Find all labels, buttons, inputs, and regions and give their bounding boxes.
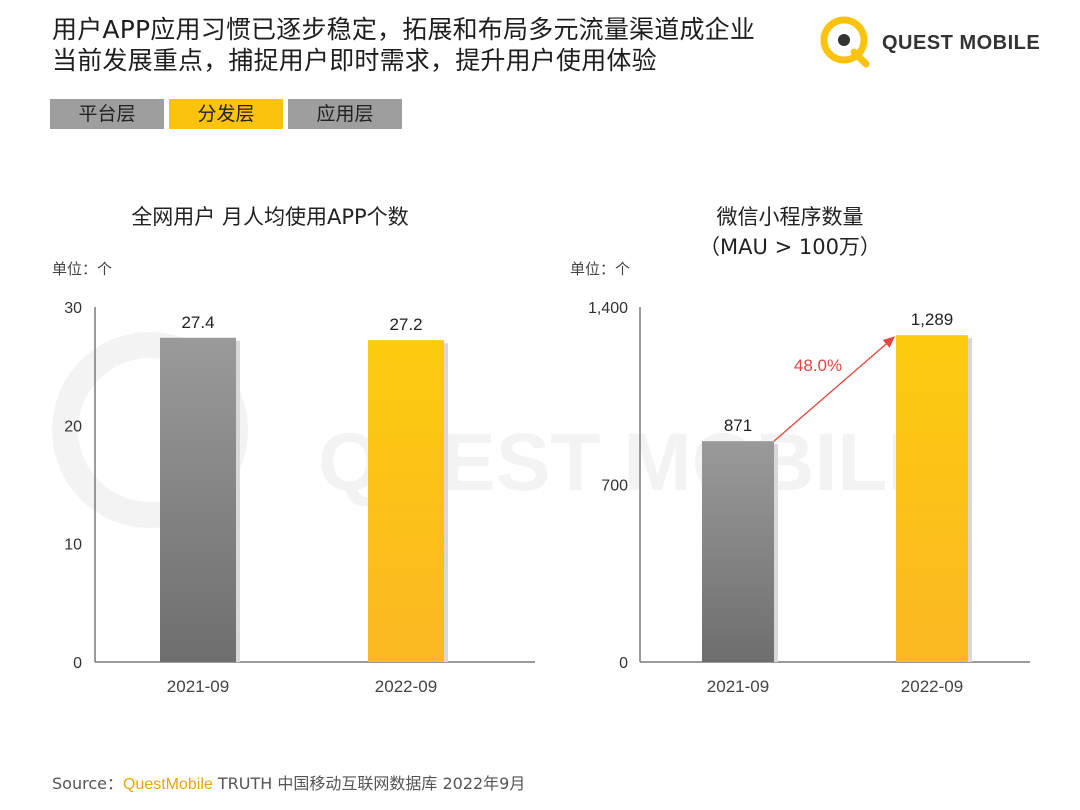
chart-2-bar-2022-09 <box>896 335 968 662</box>
chart-2-data-label: 871 <box>724 416 752 435</box>
chart-2-y-tick-label: 700 <box>601 478 628 495</box>
chart-2-y-tick-label: 1,400 <box>588 300 628 317</box>
chart-2-title-line-1: 微信小程序数量 <box>716 205 864 229</box>
chart-2-title: 微信小程序数量 （MAU > 100万） <box>620 202 960 262</box>
headline-line-1: 用户APP应用习惯已逐步稳定，拓展和布局多元流量渠道成企业 <box>52 15 756 44</box>
headline: 用户APP应用习惯已逐步稳定，拓展和布局多元流量渠道成企业 当前发展重点，捕捉用… <box>52 14 822 76</box>
source-note: Source：QuestMobile TRUTH 中国移动互联网数据库 2022… <box>52 770 525 794</box>
headline-line-2: 当前发展重点，捕捉用户即时需求，提升用户使用体验 <box>52 46 657 75</box>
chart-1-title: 全网用户 月人均使用APP个数 <box>131 205 409 229</box>
chart-2-y-tick-label: 0 <box>619 655 628 672</box>
chart-2-data-label: 1,289 <box>911 310 954 329</box>
chart-1-y-tick-label: 0 <box>73 655 82 672</box>
tab-platform-layer[interactable]: 平台层 <box>50 99 164 129</box>
source-rest: TRUTH 中国移动互联网数据库 2022年9月 <box>212 774 526 793</box>
quest-mobile-logo-icon <box>820 16 870 68</box>
source-prefix: Source： <box>52 774 123 793</box>
growth-rate-label: 48.0% <box>794 356 842 375</box>
chart-1-x-tick-label: 2022-09 <box>375 677 437 696</box>
logo-text: QUEST MOBILE <box>882 32 1041 54</box>
quest-mobile-logo: QUEST MOBILE <box>818 14 1041 70</box>
tab-distribution-layer[interactable]: 分发层 <box>169 99 283 129</box>
chart-1-data-label: 27.2 <box>389 315 422 334</box>
chart-2-x-tick-label: 2022-09 <box>901 677 963 696</box>
chart-1-y-tick-label: 20 <box>64 418 82 435</box>
chart-1-bar-2022-09 <box>368 340 444 662</box>
source-brand: QuestMobile <box>122 776 213 793</box>
chart-1-y-tick-label: 10 <box>64 537 82 554</box>
chart-1-bar-2021-09 <box>160 337 236 662</box>
chart-2-bar-2021-09 <box>702 441 774 662</box>
chart-1-unit: 单位：个 <box>52 260 113 278</box>
chart-2-x-tick-label: 2021-09 <box>707 677 769 696</box>
tab-application-layer[interactable]: 应用层 <box>288 99 402 129</box>
chart-1-data-label: 27.4 <box>181 313 214 332</box>
chart-2-unit: 单位：个 <box>570 260 631 278</box>
chart-1-x-tick-label: 2021-09 <box>167 677 229 696</box>
chart-2-title-line-2: （MAU > 100万） <box>699 235 881 259</box>
chart-1-y-tick-label: 30 <box>64 300 82 317</box>
layer-tabs: 平台层 分发层 应用层 <box>50 99 402 129</box>
growth-arrow <box>773 336 895 442</box>
